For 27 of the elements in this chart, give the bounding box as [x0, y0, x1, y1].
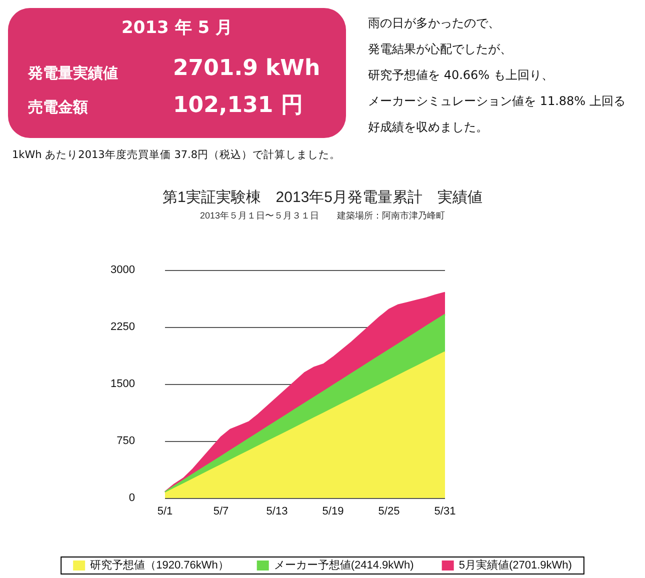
text: メーカーシミュレーション値を 11.88% 上回る	[368, 93, 626, 110]
text: 2013 年 5 月	[120, 17, 234, 39]
y-tick-label: 750	[116, 435, 135, 447]
y-tick-label: 3000	[110, 264, 135, 276]
legend-label: メーカー予想値(2414.9kWh)	[274, 558, 414, 572]
text: 発電量実績値	[28, 64, 118, 83]
text: 102,131 円	[173, 92, 303, 120]
text: 好成績を収めました。	[368, 119, 489, 136]
x-tick-label: 5/19	[322, 506, 344, 518]
text: 1kWh あたり2013年度売買単価 37.8円（税込）で計算しました。	[12, 148, 341, 162]
legend-label: 研究予想値（1920.76kWh）	[90, 558, 229, 572]
text: 売電金額	[28, 98, 88, 117]
text: 研究予想値を 40.66% も上回り、	[368, 67, 554, 84]
y-tick-label: 2250	[110, 321, 135, 333]
x-tick-label: 5/1	[157, 506, 173, 518]
text: 雨の日が多かったので、	[368, 15, 501, 32]
legend-label: 5月実績値(2701.9kWh)	[458, 558, 572, 572]
x-tick-label: 5/31	[434, 506, 456, 518]
x-tick-label: 5/7	[213, 506, 229, 518]
text: 2701.9 kWh	[173, 56, 320, 81]
chart-title: 第1実証実験棟 2013年5月発電量累計 実績値	[162, 189, 483, 206]
x-tick-label: 5/13	[266, 506, 288, 518]
y-tick-label: 1500	[110, 378, 135, 390]
y-tick-label: 0	[128, 492, 135, 504]
chart-subtitle: 2013年５月１日〜５月３１日 建築場所：阿南市津乃峰町	[200, 210, 446, 220]
text: 発電結果が心配でしたが、	[368, 41, 513, 58]
x-tick-label: 5/25	[378, 506, 400, 518]
